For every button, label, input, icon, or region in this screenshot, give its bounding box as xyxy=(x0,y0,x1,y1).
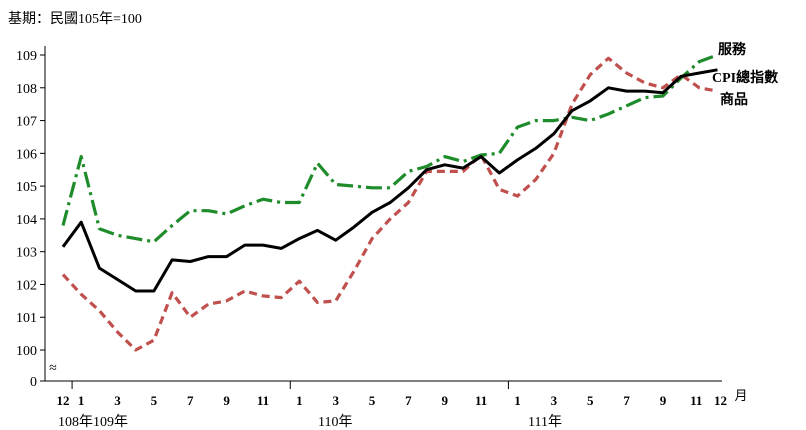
legend-services: 服務 xyxy=(718,41,747,58)
y-tick-label: 109 xyxy=(16,49,37,64)
series-layer xyxy=(61,53,719,352)
x-tick-label: 5 xyxy=(587,393,594,408)
legend-goods: 商品 xyxy=(720,91,748,108)
y-tick-label: 102 xyxy=(16,278,37,293)
series-line-cpi-total xyxy=(61,68,718,293)
x-tick-label: 3 xyxy=(114,393,121,408)
x-year-label: 110年 xyxy=(318,414,352,430)
x-tick-label: 7 xyxy=(623,393,630,408)
series-line-services xyxy=(61,53,719,244)
x-tick-label: 9 xyxy=(223,393,230,408)
x-tick-label: 1 xyxy=(296,393,303,408)
legend-cpi-total: CPI總指數 xyxy=(712,69,778,86)
x-tick-label: 11 xyxy=(690,393,702,408)
y-tick-label: 103 xyxy=(16,246,37,261)
base-period-note: 基期：民國105年=100 xyxy=(8,10,142,27)
y-axis: 109 108 107 106 105 104 103 102 101 100 0 ≈ xyxy=(16,46,57,390)
x-year-label: 111年 xyxy=(528,414,562,430)
x-tick-label: 9 xyxy=(660,393,667,408)
x-unit-label: 月 xyxy=(734,388,747,403)
x-tick-label: 7 xyxy=(187,393,194,408)
y-tick-label: 108 xyxy=(16,82,37,97)
x-tick-label: 1 xyxy=(78,393,85,408)
series-line-goods xyxy=(61,56,718,352)
y-tick-label: 105 xyxy=(16,180,37,195)
x-year-label: 108年109年 xyxy=(58,414,128,430)
x-tick-label: 5 xyxy=(151,393,158,408)
y-tick-label: 106 xyxy=(16,147,37,162)
y-tick-label: 100 xyxy=(16,344,37,359)
x-tick-label: 12 xyxy=(57,393,70,408)
x-tick-label: 12 xyxy=(714,393,727,408)
y-tick-label: 104 xyxy=(16,213,37,228)
x-tick-label: 3 xyxy=(551,393,558,408)
x-tick-label: 11 xyxy=(257,393,269,408)
y-tick-label: 101 xyxy=(16,311,37,326)
x-tick-label: 7 xyxy=(405,393,412,408)
y-tick-label: 107 xyxy=(16,115,37,130)
x-tick-label: 5 xyxy=(369,393,376,408)
axis-break-symbol: ≈ xyxy=(49,361,57,376)
x-tick-label: 3 xyxy=(332,393,339,408)
x-tick-label: 11 xyxy=(475,393,487,408)
y-tick-label: 0 xyxy=(30,375,37,390)
x-tick-label: 1 xyxy=(514,393,521,408)
x-tick-label: 9 xyxy=(442,393,449,408)
